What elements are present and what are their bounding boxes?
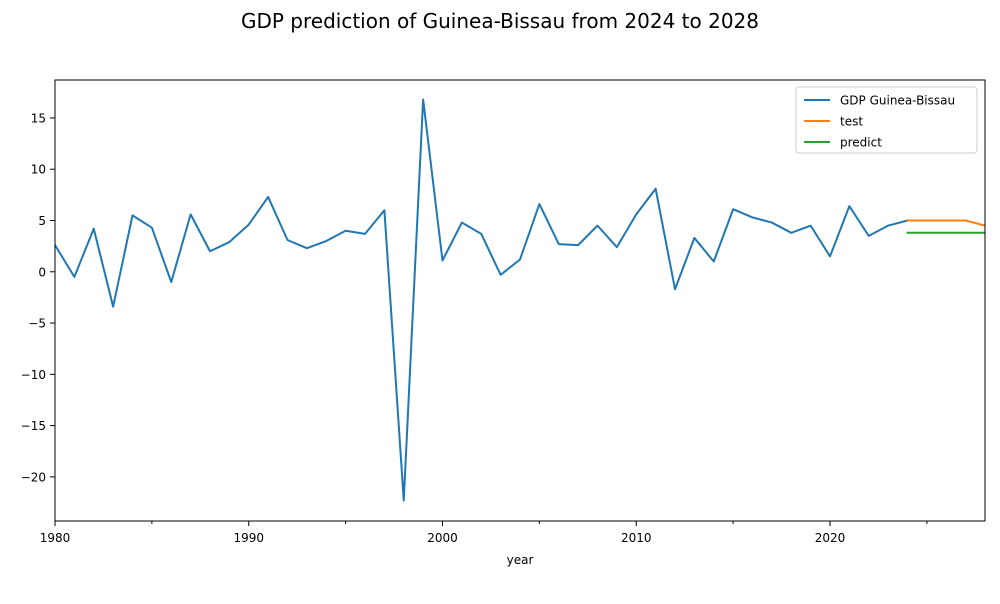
plot-frame: [54, 79, 986, 522]
series-line-0: [55, 98, 909, 502]
legend-box: [795, 86, 978, 154]
x-tick-label: 1980: [40, 531, 71, 545]
y-tick-label: 5: [38, 214, 46, 228]
legend-label: predict: [840, 136, 882, 150]
legend-label: GDP Guinea-Bissau: [840, 94, 955, 108]
plot-lines: [55, 98, 985, 502]
x-axis-label: year: [507, 553, 534, 567]
y-tick-label: −20: [21, 470, 46, 484]
series-line-1: [906, 219, 985, 227]
x-tick-label: 2000: [427, 531, 458, 545]
y-axis: −20 −15 −10 −5 0 5 10 15: [21, 111, 55, 484]
y-tick-label: −5: [28, 317, 46, 331]
y-tick-label: −10: [21, 368, 46, 382]
chart-title: GDP prediction of Guinea-Bissau from 202…: [241, 9, 759, 33]
x-tick-label: 2020: [815, 531, 846, 545]
x-axis: 1980 1990 2000 2010 2020: [40, 521, 928, 545]
x-tick-label: 1990: [233, 531, 264, 545]
y-tick-label: 10: [31, 163, 46, 177]
y-tick-label: −15: [21, 419, 46, 433]
x-tick-label: 2010: [621, 531, 652, 545]
legend: GDP Guinea-Bissau test predict: [795, 86, 978, 154]
legend-label: test: [840, 115, 863, 129]
y-tick-label: 15: [31, 111, 46, 125]
y-tick-label: 0: [38, 265, 46, 279]
